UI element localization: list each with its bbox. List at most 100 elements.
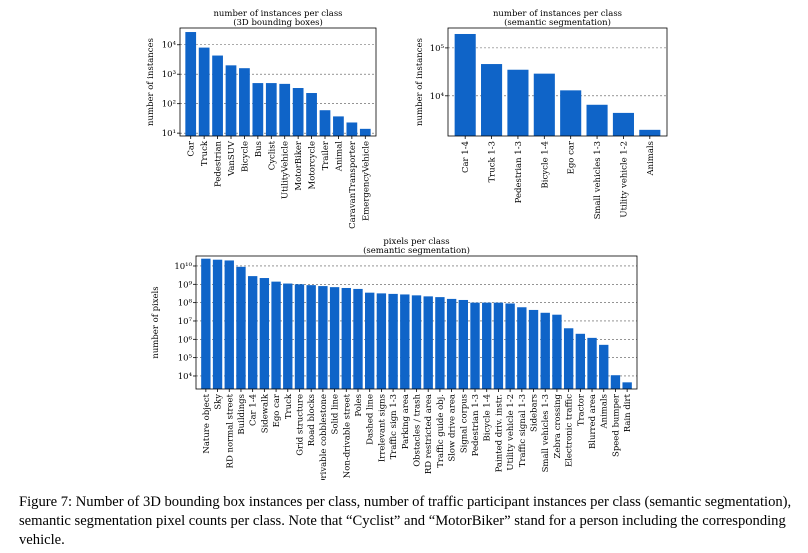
bar <box>318 286 328 389</box>
bar <box>306 285 316 389</box>
bar <box>599 344 609 389</box>
bar <box>376 293 387 389</box>
bar <box>359 128 371 136</box>
x-tick-label: Animals <box>600 394 610 430</box>
y-tick-label: 10⁸ <box>178 299 193 309</box>
x-tick-label: Small vehicles 1-3 <box>541 394 551 472</box>
y-tick-label: 10¹⁰ <box>174 262 192 272</box>
x-tick-label: Non-drivable street <box>342 393 352 478</box>
bar <box>435 297 445 389</box>
x-tick-label: Pedestrian 1-3 <box>471 394 481 456</box>
bar <box>201 258 211 389</box>
bar <box>265 83 277 136</box>
x-tick-label: Car 1-4 <box>461 141 471 173</box>
bar <box>482 302 492 389</box>
x-tick-label: Bicycle 1-4 <box>540 141 550 188</box>
y-tick-label: 10⁴ <box>430 92 445 102</box>
bar <box>563 328 574 389</box>
bar <box>388 293 398 389</box>
x-tick-label: Buildings <box>237 394 247 435</box>
bar <box>586 104 608 136</box>
bar <box>587 337 597 389</box>
bar <box>552 314 562 389</box>
y-axis-label: number of pixels <box>151 286 161 358</box>
x-tick-label: Motorcycle <box>308 141 318 190</box>
chart-title: number of instances per class <box>213 9 342 19</box>
bar <box>329 287 340 389</box>
x-tick-label: Poles <box>354 394 364 417</box>
x-tick-label: Drivable cobblestone <box>319 394 329 480</box>
y-tick-label: 10⁴ <box>178 372 193 382</box>
x-tick-label: Electronic traffic <box>565 394 575 467</box>
chart-subtitle: (semantic segmentation) <box>363 245 470 256</box>
x-tick-label: Sky <box>214 394 224 410</box>
bar <box>252 83 264 136</box>
bar <box>533 73 555 136</box>
x-tick-label: Bicycle <box>240 141 250 172</box>
x-tick-label: Cyclist <box>267 140 277 170</box>
bar <box>239 68 250 136</box>
bar <box>283 283 293 389</box>
x-tick-label: Parking area <box>401 394 411 449</box>
x-tick-label: Solid line <box>331 394 341 434</box>
x-tick-label: VanSUV <box>227 140 237 177</box>
bar <box>493 302 504 389</box>
y-tick-label: 10⁹ <box>178 280 193 290</box>
bar <box>236 266 246 389</box>
bar <box>540 312 550 389</box>
bar <box>319 110 331 136</box>
y-tick-label: 10⁷ <box>178 317 193 327</box>
x-tick-label: Signal corpus <box>459 394 469 453</box>
y-axis-label: number of instances <box>146 38 156 126</box>
x-tick-label: MotorBiker <box>294 140 304 191</box>
bar <box>622 382 632 389</box>
bar <box>365 292 375 389</box>
bar <box>306 93 317 136</box>
bar <box>481 64 503 136</box>
figure: number of instances per class(3D boundin… <box>146 9 668 480</box>
bar <box>247 276 258 389</box>
bar <box>458 299 468 389</box>
y-tick-label: 10² <box>162 100 176 110</box>
bar <box>294 284 305 389</box>
x-tick-label: CaravanTransporter <box>348 140 358 229</box>
x-tick-label: Traffic signal 1-3 <box>518 394 528 467</box>
plot-frame <box>195 255 638 390</box>
x-tick-label: Grid structure <box>295 394 305 456</box>
x-tick-label: Rain dirt <box>623 393 633 432</box>
bar <box>353 288 363 389</box>
y-tick-label: 10⁵ <box>430 44 445 54</box>
y-tick-label: 10³ <box>162 70 176 80</box>
bar <box>212 55 223 136</box>
x-tick-label: Dashed line <box>366 394 376 445</box>
bar <box>612 112 634 136</box>
x-tick-label: Painted driv. instr. <box>494 394 504 472</box>
y-axis-label: number of instances <box>415 38 425 126</box>
x-tick-label: RD normal street <box>225 393 235 468</box>
bar <box>446 298 457 389</box>
x-tick-label: Nature object <box>202 393 212 453</box>
chart-title: number of instances per class <box>493 9 622 19</box>
x-tick-label: Speed bumper <box>611 393 621 457</box>
chart-subtitle: (3D bounding boxes) <box>233 17 323 28</box>
x-tick-label: Zebra crossing <box>553 393 563 458</box>
bar <box>271 281 281 389</box>
bar <box>470 302 480 389</box>
chart-subtitle: (semantic segmentation) <box>504 17 611 28</box>
x-tick-label: Traffic sign 1-3 <box>389 394 399 459</box>
x-tick-label: Sidebars <box>530 394 540 432</box>
x-tick-label: Truck 1-3 <box>488 141 498 183</box>
x-tick-label: EmergencyVehicle <box>361 141 371 221</box>
bar <box>341 287 351 389</box>
x-tick-label: Sidewalk <box>260 393 270 433</box>
x-tick-label: Ego car <box>567 140 577 174</box>
bar <box>185 32 197 136</box>
bar <box>224 260 234 389</box>
x-tick-label: Ego car <box>272 393 282 427</box>
bar <box>225 65 237 136</box>
bar <box>528 309 539 389</box>
bar <box>198 47 210 136</box>
x-tick-label: UtilityVehicle <box>281 141 291 199</box>
bar <box>279 83 291 136</box>
